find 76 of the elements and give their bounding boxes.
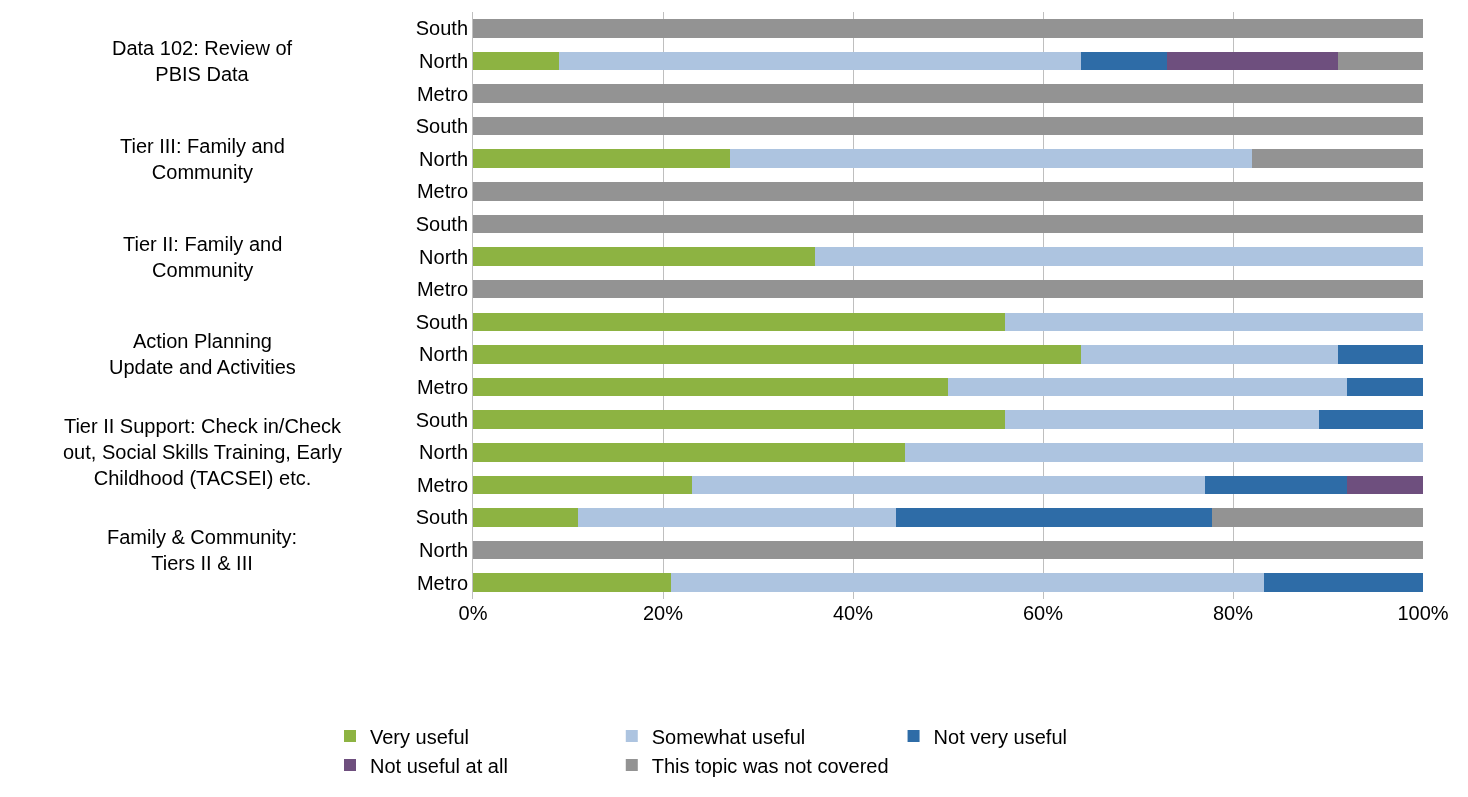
bar <box>473 475 692 495</box>
y-tick-label: South <box>415 408 468 431</box>
bar <box>1337 51 1423 71</box>
bar <box>1347 377 1423 397</box>
y-tick-label: North <box>419 245 468 268</box>
y-tick-label: South <box>415 115 468 138</box>
bar <box>473 312 1005 332</box>
bar <box>473 410 1005 429</box>
legend-label: This topic was not covered <box>651 754 889 777</box>
bar <box>1318 410 1423 429</box>
bar <box>578 508 896 527</box>
legend-label: Somewhat useful <box>651 725 806 748</box>
y-tick-label: Metro <box>416 473 468 496</box>
bar <box>815 247 1423 266</box>
bar <box>473 442 906 462</box>
text: Action Planning Update and Activities <box>109 330 296 378</box>
bar <box>473 84 1423 103</box>
x-tick-label: 20% <box>642 602 684 624</box>
bar <box>895 508 1213 527</box>
bar <box>1166 51 1338 71</box>
y-tick-label: Metro <box>416 82 468 105</box>
bar <box>473 116 1423 136</box>
bar <box>1252 149 1423 169</box>
text: Tier II: Family and Community <box>123 233 283 281</box>
legend-label: Very useful <box>370 725 469 748</box>
y-tick-label: Metro <box>416 571 468 594</box>
text: Tier II Support: Check in/Check out, Social Skills Training, Early Childhood (TACSEI) etc. <box>63 415 343 489</box>
bar <box>905 442 1423 462</box>
bar <box>1005 312 1423 332</box>
bar <box>1264 573 1423 592</box>
text: Family & Community: Tiers II & III <box>107 526 298 574</box>
bar <box>948 377 1347 397</box>
bar <box>473 51 559 71</box>
bar <box>473 182 1423 201</box>
bar <box>1005 410 1319 429</box>
y-tick-label: Metro <box>416 180 468 203</box>
bar <box>691 475 1205 495</box>
x-tick-label: 100% <box>1397 602 1449 624</box>
bar <box>473 508 579 527</box>
legend-label: Not very useful <box>933 725 1067 748</box>
y-tick-label: Metro <box>416 376 468 399</box>
text: Data 102: Review of PBIS Data <box>112 37 293 85</box>
text: Tier III: Family and Community <box>120 135 285 183</box>
bar <box>473 214 1423 234</box>
y-tick-label: North <box>419 147 468 170</box>
bar <box>473 377 948 397</box>
bar <box>1337 345 1423 364</box>
bar <box>1347 475 1423 495</box>
y-tick-label: South <box>415 212 468 235</box>
y-tick-label: Metro <box>416 278 468 301</box>
y-tick-label: South <box>415 17 468 40</box>
y-tick-label: North <box>419 49 468 72</box>
bar <box>473 149 730 169</box>
bar <box>473 279 1423 299</box>
bar <box>1204 475 1347 495</box>
bar <box>473 345 1081 364</box>
bar <box>1081 345 1338 364</box>
x-tick-label: 40% <box>832 602 874 624</box>
x-tick-label: 80% <box>1212 602 1254 624</box>
bar <box>473 540 1423 560</box>
y-tick-label: North <box>419 441 468 464</box>
bar <box>1081 51 1167 71</box>
y-tick-label: South <box>415 506 468 529</box>
bar <box>729 149 1252 169</box>
bar <box>473 247 815 266</box>
y-tick-label: North <box>419 539 468 562</box>
legend-label: Not useful at all <box>370 754 508 777</box>
x-tick-label: 60% <box>1022 602 1064 624</box>
bar <box>473 19 1423 38</box>
y-tick-label: South <box>415 310 468 333</box>
bar <box>473 573 671 592</box>
bar <box>1212 508 1423 527</box>
y-tick-label: North <box>419 343 468 366</box>
bar <box>670 573 1265 592</box>
x-tick-label: 0% <box>458 602 488 624</box>
bar <box>558 51 1081 71</box>
